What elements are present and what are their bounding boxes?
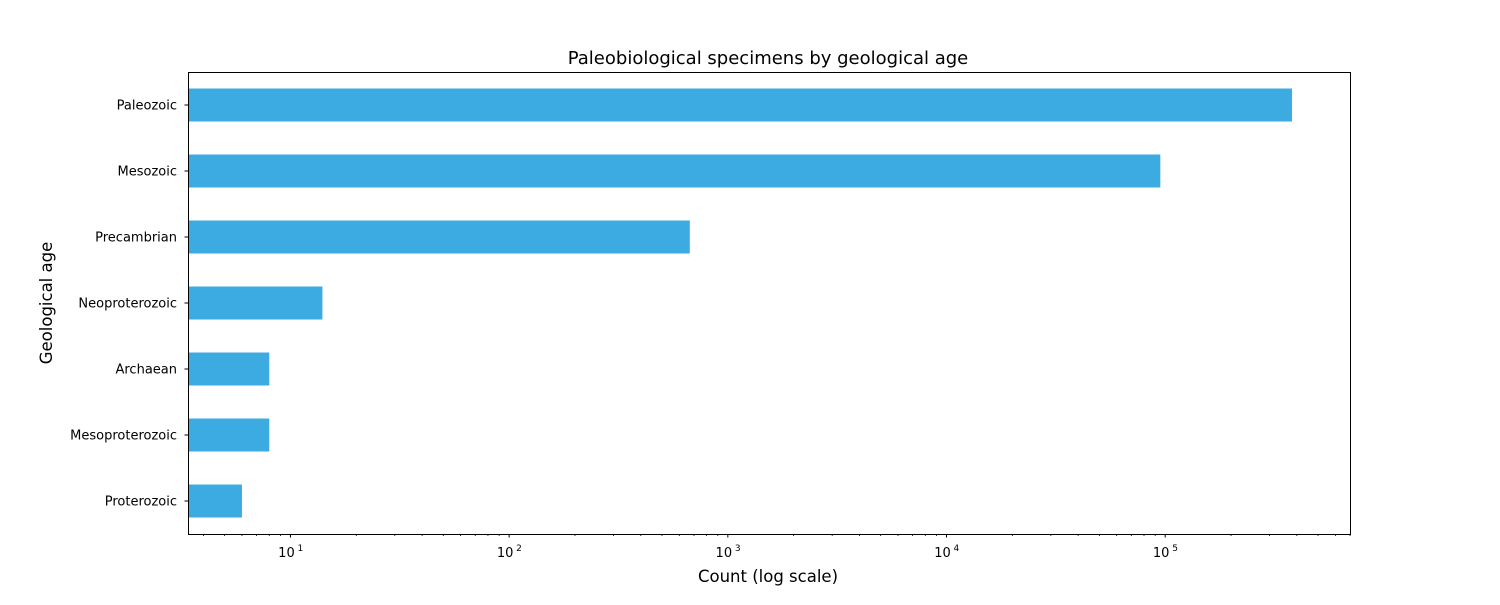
x-tick-label-exponent: 5 [1172,544,1178,554]
y-tick-label: Neoproterozoic [78,297,177,312]
y-tick-label: Archaean [115,363,177,378]
bar-proterozoic [188,484,242,518]
y-tick-label: Mesozoic [118,165,177,180]
bar-precambrian [188,220,690,254]
y-tick-label: Mesoproterozoic [70,429,177,444]
bar-paleozoic [188,88,1292,122]
bar-mesoproterozoic [188,418,270,452]
x-tick-label: 10 [278,546,295,561]
chart-title: Paleobiological specimens by geological … [568,48,969,69]
y-tick-label: Paleozoic [117,99,177,114]
x-axis-label: Count (log scale) [698,567,838,586]
x-tick-label-exponent: 4 [954,544,960,554]
x-tick-label-exponent: 2 [516,544,522,554]
x-tick-label: 10 [497,546,514,561]
y-tick-label: Precambrian [95,231,177,246]
bars-group [188,88,1292,518]
plot-frame [188,72,1351,535]
y-axis-label: Geological age [37,242,56,365]
bar-archaean [188,352,270,386]
y-axis-ticks: Paleozoic Mesozoic Precambrian Neoproterozo… [70,99,188,510]
x-tick-label: 10 [934,546,951,561]
x-axis-ticks: 10 1 10 2 10 3 10 4 10 5 [278,534,1178,561]
x-tick-label-exponent: 3 [735,544,741,554]
x-tick-label-exponent: 1 [297,544,303,554]
x-tick-label: 10 [716,546,733,561]
bar-neoproterozoic [188,286,323,320]
x-tick-label: 10 [1153,546,1170,561]
bar-mesozoic [188,154,1161,188]
y-tick-label: Proterozoic [105,495,177,510]
